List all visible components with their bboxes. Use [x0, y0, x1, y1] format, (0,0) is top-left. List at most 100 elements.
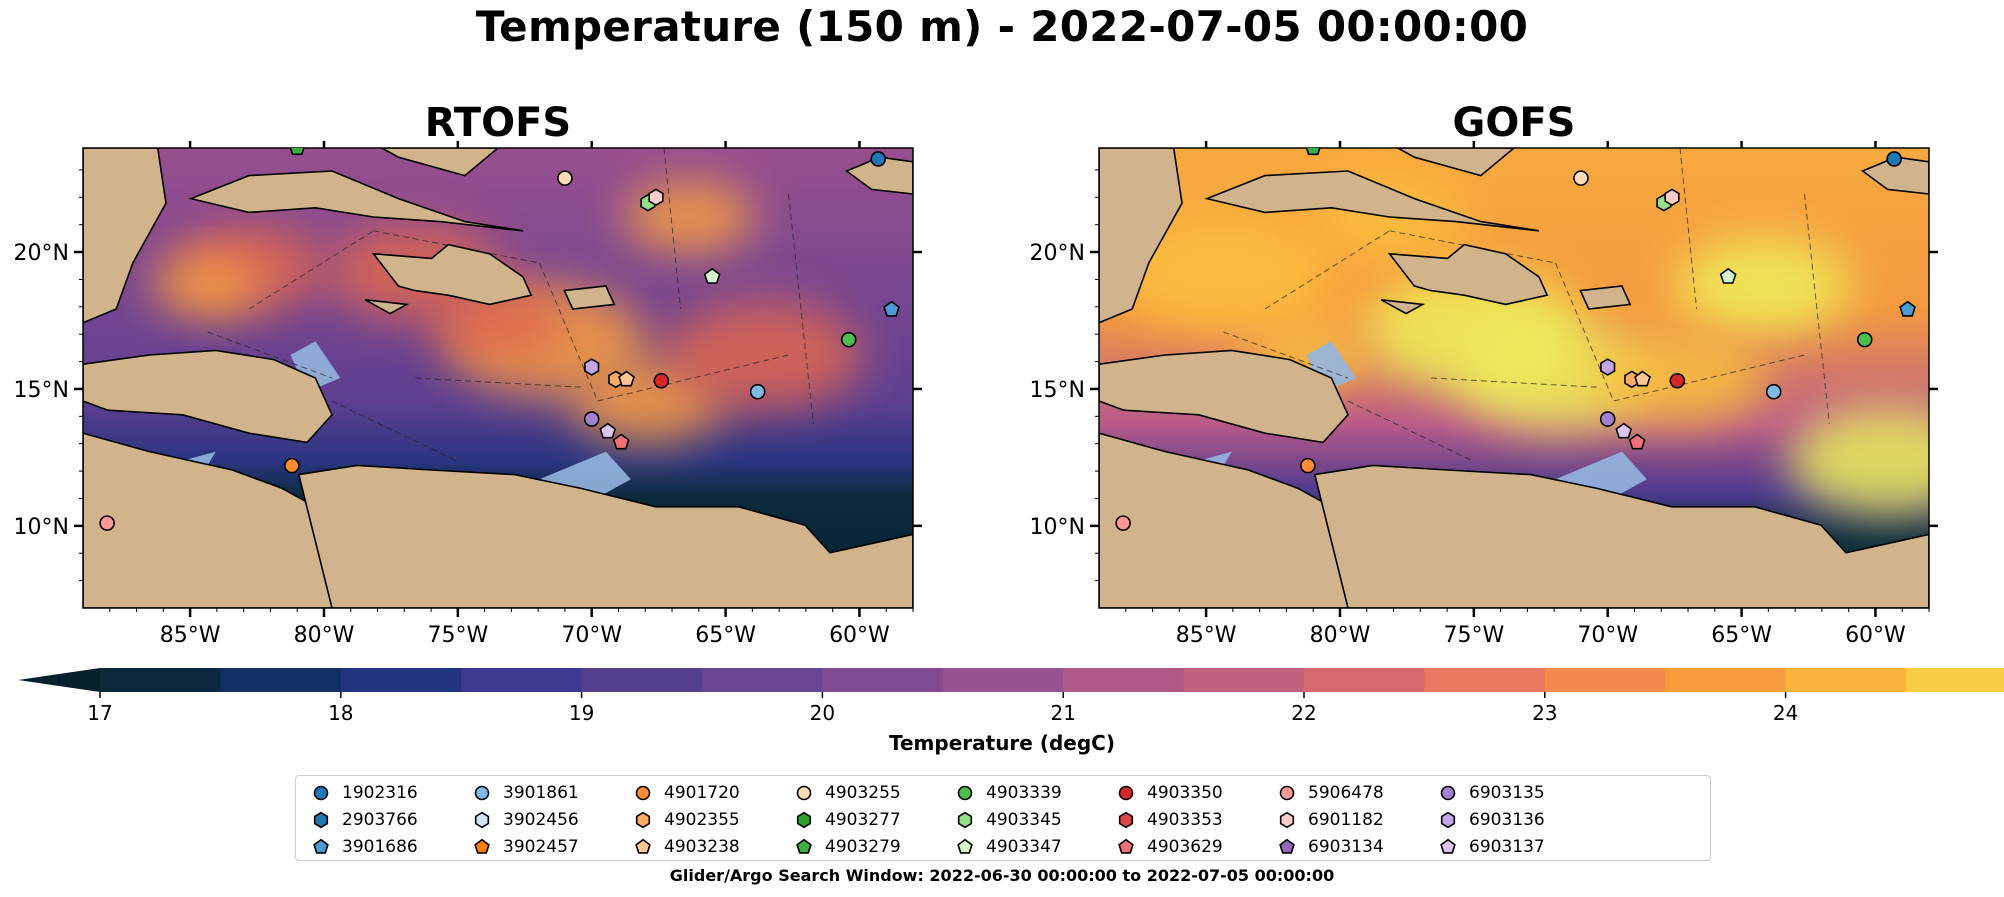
float-marker-5906478 — [99, 515, 115, 531]
colorbar-tick-label: 21 — [1050, 701, 1075, 725]
longitude-tick-label: 70°W — [561, 623, 622, 648]
float-marker-6903137 — [599, 422, 617, 439]
gofs-panel-title: GOFS — [1452, 100, 1576, 146]
colorbar-under-arrow — [18, 668, 100, 692]
legend-label: 4903255 — [825, 782, 901, 803]
longitude-tick-label: 65°W — [695, 623, 756, 648]
colorbar-segment — [942, 668, 1064, 692]
legend-label: 4903279 — [825, 836, 901, 857]
colorbar-tick-label: 22 — [1291, 701, 1316, 725]
float-marker-1902316 — [870, 151, 886, 167]
colorbar-label: Temperature (degC) — [889, 731, 1115, 755]
colorbar-segment — [1063, 668, 1185, 692]
legend-item-5906478: 5906478 — [1278, 779, 1384, 806]
legend-item-4903350: 4903350 — [1117, 779, 1223, 806]
colorbar-segment — [581, 668, 703, 692]
float-marker-4901720 — [284, 457, 300, 474]
colorbar-segment — [1665, 668, 1787, 692]
legend-label: 4903339 — [986, 782, 1062, 803]
legend-item-2903766: 2903766 — [312, 806, 418, 833]
temperature-field — [83, 148, 913, 608]
rtofs-panel-title: RTOFS — [424, 100, 572, 146]
legend-marker-icon — [474, 838, 490, 854]
legend-label: 1902316 — [342, 782, 418, 803]
legend-marker-icon — [1118, 811, 1134, 828]
latitude-tick-label: 15°N — [14, 378, 69, 403]
colorbar-segment — [1304, 668, 1425, 692]
colorbar-segment — [1906, 668, 2004, 692]
legend-marker-icon — [1279, 811, 1295, 828]
legend-label: 6903137 — [1469, 836, 1545, 857]
legend-item-4903339: 4903339 — [956, 779, 1062, 806]
float-marker-6903135 — [583, 411, 600, 427]
float-marker-4903238 — [618, 370, 635, 387]
longitude-tick-label: 85°W — [160, 623, 221, 648]
colorbar-tick-label: 20 — [810, 701, 835, 725]
longitude-tick-label: 80°W — [294, 623, 355, 648]
legend-item-6903135: 6903135 — [1439, 779, 1545, 806]
legend-item-4903279: 4903279 — [795, 833, 901, 860]
legend-label: 6903135 — [1469, 782, 1545, 803]
colorbar-segment — [822, 668, 944, 692]
legend-marker-icon — [635, 838, 651, 854]
legend-marker-icon — [474, 785, 490, 800]
legend-label: 5906478 — [1308, 782, 1384, 803]
legend-marker-icon — [796, 811, 812, 828]
colorbar-segment — [1183, 668, 1305, 692]
colorbar: 17 18 19 20 21 22 23 24 — [0, 666, 2004, 766]
legend-item-4903345: 4903345 — [956, 806, 1062, 833]
latitude-tick-label: 20°N — [14, 241, 69, 266]
float-marker-4903339 — [840, 331, 857, 348]
colorbar-segment — [1544, 668, 1666, 692]
legend-label: 4903277 — [825, 809, 901, 830]
legend-item-4903277: 4903277 — [795, 806, 901, 833]
legend-marker-icon — [957, 838, 973, 854]
legend-marker-icon — [313, 785, 329, 800]
float-marker-4903347 — [703, 267, 721, 284]
legend-label: 3902457 — [503, 836, 579, 857]
legend-label: 4903238 — [664, 836, 740, 857]
colorbar-segment — [1785, 668, 1907, 692]
legend-marker-icon — [1440, 811, 1456, 828]
legend-label: 4902355 — [664, 809, 740, 830]
search-window-caption: Glider/Argo Search Window: 2022-06-30 00… — [669, 866, 1335, 885]
legend-marker-icon — [635, 785, 651, 800]
colorbar-tick-label: 24 — [1773, 701, 1798, 725]
legend-marker-icon — [957, 785, 973, 800]
colorbar-tick-label: 23 — [1532, 701, 1557, 725]
legend-label: 4903629 — [1147, 836, 1223, 857]
legend-item-4903238: 4903238 — [634, 833, 740, 860]
legend-label: 6901182 — [1308, 809, 1384, 830]
colorbar-segment — [1424, 668, 1546, 692]
legend-item-6903134: 6903134 — [1278, 833, 1384, 860]
legend-label: 6903134 — [1308, 836, 1384, 857]
latitude-tick-label: 10°N — [14, 515, 69, 540]
legend-label: 2903766 — [342, 809, 418, 830]
longitude-tick-label: 75°W — [427, 623, 488, 648]
colorbar-segment — [340, 668, 462, 692]
float-marker-4903629 — [612, 433, 630, 450]
legend-label: 4903345 — [986, 809, 1062, 830]
legend-label: 6903136 — [1469, 809, 1545, 830]
legend-item-3901686: 3901686 — [312, 833, 418, 860]
legend-item-4903347: 4903347 — [956, 833, 1062, 860]
legend-item-3901861: 3901861 — [473, 779, 579, 806]
legend-item-4903353: 4903353 — [1117, 806, 1223, 833]
float-marker-4903255 — [557, 170, 573, 186]
float-marker-6903136 — [584, 358, 600, 376]
legend-item-3902456: 3902456 — [473, 806, 579, 833]
legend-label: 3902456 — [503, 809, 579, 830]
legend-item-6903136: 6903136 — [1439, 806, 1545, 833]
float-marker-6901182 — [648, 188, 664, 207]
legend-item-4903629: 4903629 — [1117, 833, 1223, 860]
colorbar-segment — [702, 668, 823, 692]
rtofs-map-panel: 85°W 80°W 75°W 70°W 65°W 60°W 20°N 15°N 10°N — [14, 141, 922, 648]
figure-title: Temperature (150 m) - 2022-07-05 00:00:0… — [475, 2, 1529, 51]
legend-item-4901720: 4901720 — [634, 779, 740, 806]
legend-marker-icon — [1279, 838, 1295, 854]
legend-label: 4903350 — [1147, 782, 1223, 803]
legend-label: 4903347 — [986, 836, 1062, 857]
colorbar-segment — [220, 668, 342, 692]
float-marker-3901861 — [749, 383, 766, 400]
legend-marker-icon — [1118, 785, 1134, 800]
